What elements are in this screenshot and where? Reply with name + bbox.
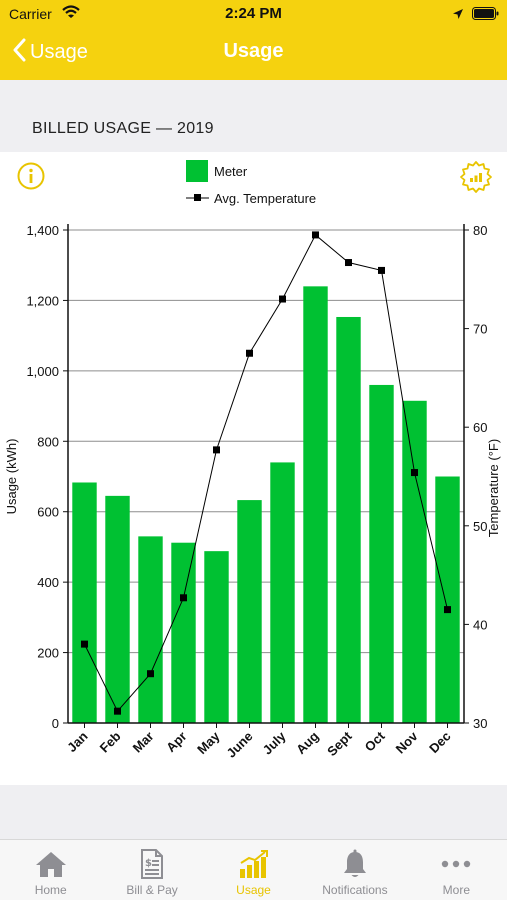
x-tick-label: Feb xyxy=(97,728,124,755)
back-label: Usage xyxy=(30,41,88,63)
y2-tick-label: 80 xyxy=(473,223,487,238)
y-tick-label: 800 xyxy=(37,434,59,449)
svg-text:$: $ xyxy=(145,858,152,869)
bar-july xyxy=(270,462,295,723)
temperature-line xyxy=(84,234,448,713)
tab-bar: Home $ Bill & Pay xyxy=(0,839,507,900)
bill-icon: $ xyxy=(140,849,164,879)
back-button[interactable]: Usage xyxy=(12,38,88,67)
x-tick-label: Mar xyxy=(130,729,157,756)
bar-may xyxy=(204,551,229,723)
y-tick-label: 1,400 xyxy=(26,223,59,238)
tab-notifications-label: Notifications xyxy=(322,883,388,897)
status-bar: Carrier 2:24 PM xyxy=(0,0,507,28)
x-tick-label: Aug xyxy=(293,728,322,757)
x-tick-label: Dec xyxy=(426,729,453,756)
y2-axis-label: Temperature (°F) xyxy=(486,439,501,537)
bar-dec xyxy=(435,476,460,723)
wifi-icon xyxy=(62,5,80,24)
bar-nov xyxy=(402,400,427,723)
legend-meter-swatch xyxy=(186,160,208,182)
temp-point-oct xyxy=(378,266,385,274)
section-header xyxy=(0,80,507,152)
legend-temp-marker xyxy=(194,194,201,201)
temp-point-apr xyxy=(180,594,187,602)
temp-point-mar xyxy=(147,670,154,678)
usage-chart: Meter Avg. Temperature 0 200 400 600 800 1,000 1… xyxy=(4,160,501,761)
battery-icon xyxy=(472,7,499,25)
tab-more[interactable]: More xyxy=(406,840,507,900)
tab-notifications[interactable]: Notifications xyxy=(304,840,405,900)
temp-point-nov xyxy=(411,469,418,477)
footer-band xyxy=(0,785,507,839)
bar-sept xyxy=(336,316,361,723)
bar-chart-icon xyxy=(238,849,270,879)
y2-tick-label: 50 xyxy=(473,519,487,534)
y2-tick-label: 40 xyxy=(473,617,487,632)
chevron-left-icon xyxy=(12,38,26,67)
temp-point-july xyxy=(279,295,286,303)
temp-point-may xyxy=(213,446,220,454)
x-tick-label: Sept xyxy=(324,728,355,759)
y-tick-label: 400 xyxy=(37,575,59,590)
nav-bar: Usage Usage xyxy=(0,28,507,80)
tab-bill-pay[interactable]: $ Bill & Pay xyxy=(101,840,202,900)
tab-more-label: More xyxy=(442,883,470,897)
bar-jan xyxy=(72,482,97,723)
legend-meter-label: Meter xyxy=(214,164,248,179)
y-tick-label: 0 xyxy=(52,716,59,731)
chart-settings-button[interactable] xyxy=(459,160,493,199)
tab-home-label: Home xyxy=(34,883,67,897)
tab-usage-label: Usage xyxy=(236,883,271,897)
y-tick-label: 600 xyxy=(37,505,59,520)
temp-point-dec xyxy=(444,606,451,614)
x-tick-label: Apr xyxy=(163,729,189,755)
section-title: BILLED USAGE — 2019 xyxy=(32,120,214,137)
y-tick-label: 200 xyxy=(37,646,59,661)
temp-point-june xyxy=(246,349,253,357)
carrier-label: Carrier xyxy=(9,6,52,22)
x-tick-label: June xyxy=(224,729,256,761)
bar-aug xyxy=(303,286,328,723)
y-tick-label: 1,200 xyxy=(26,293,59,308)
tab-home[interactable]: Home xyxy=(0,840,101,900)
bar-oct xyxy=(369,384,394,723)
x-tick-label: May xyxy=(194,728,223,757)
info-button[interactable] xyxy=(17,162,45,195)
info-icon xyxy=(17,162,45,190)
temp-point-feb xyxy=(114,707,121,715)
gear-chart-icon xyxy=(460,161,492,193)
tab-bill-pay-label: Bill & Pay xyxy=(126,883,178,897)
x-tick-label: Oct xyxy=(362,728,388,754)
y2-tick-label: 70 xyxy=(473,322,487,337)
legend-temp-label: Avg. Temperature xyxy=(214,191,316,206)
bar-june xyxy=(237,500,262,723)
y2-tick-label: 30 xyxy=(473,716,487,731)
bar-mar xyxy=(138,536,163,723)
bar-apr xyxy=(171,542,196,723)
x-tick-label: Nov xyxy=(393,728,422,757)
temp-point-jan xyxy=(81,640,88,648)
clock: 2:24 PM xyxy=(225,5,282,22)
location-arrow-icon xyxy=(452,7,464,25)
y-axis-label: Usage (kWh) xyxy=(4,439,19,515)
more-dots-icon xyxy=(441,849,471,879)
bar-feb xyxy=(105,495,130,723)
x-tick-label: Jan xyxy=(64,728,90,754)
temp-point-aug xyxy=(312,231,319,239)
tab-usage[interactable]: Usage xyxy=(203,840,304,900)
x-tick-label: July xyxy=(260,728,290,758)
bell-icon xyxy=(342,849,368,879)
y2-tick-label: 60 xyxy=(473,420,487,435)
temp-point-sept xyxy=(345,259,352,267)
house-icon xyxy=(35,849,67,879)
y-tick-label: 1,000 xyxy=(26,364,59,379)
